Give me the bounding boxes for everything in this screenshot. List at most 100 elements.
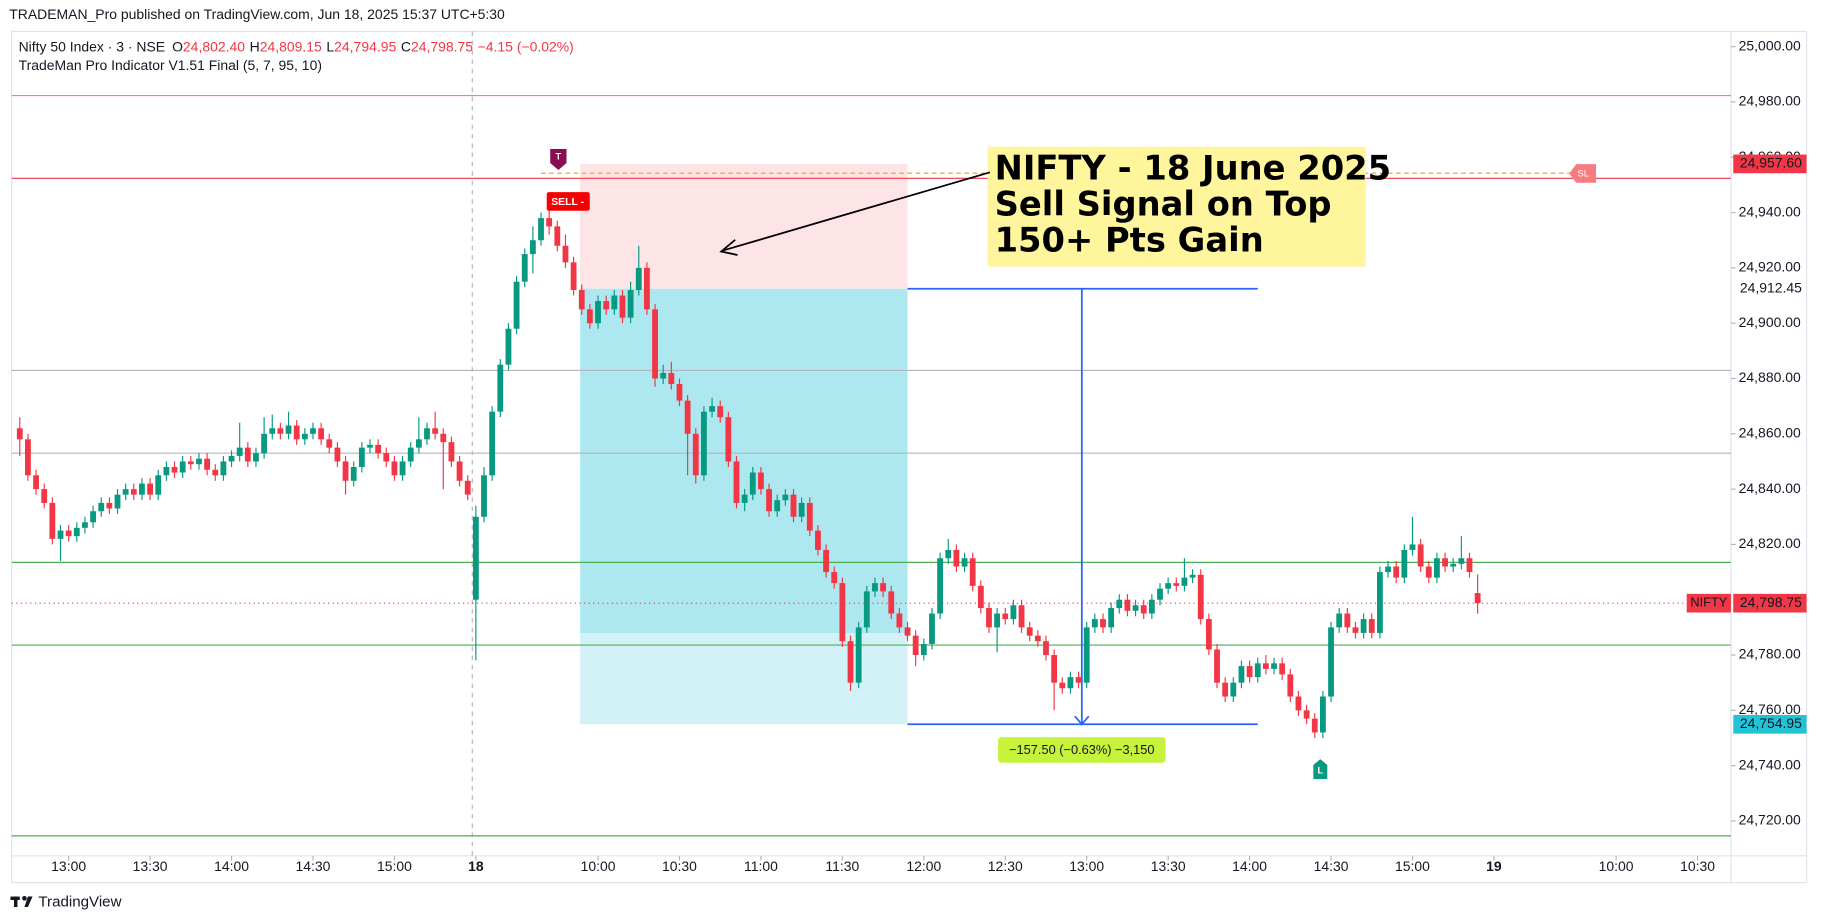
price-label-box [1733,714,1807,734]
annotation-line: 150+ Pts Gain [995,221,1264,260]
candle-body [1002,613,1009,620]
candle-body [595,301,601,324]
candle-body [790,494,797,517]
candle-body [652,309,658,379]
candle-body [1067,677,1074,689]
candle-body [562,245,569,263]
y-tick-label: 24,820.00 [1739,535,1801,551]
candle-body [758,472,764,490]
legend-key: L [326,38,334,54]
candle-body [920,643,927,656]
candle-body [986,608,992,628]
candle-body [472,516,479,600]
logo-part [22,895,27,901]
candle-body [929,613,935,644]
candle-body [1018,605,1025,628]
candle-body [489,411,496,476]
price-label: 24,754.95 [1740,715,1802,731]
candle-body [855,627,862,683]
candle-body [261,433,268,454]
candle-body [1295,696,1302,711]
x-tick-label: 14:00 [1232,858,1267,874]
candle-body [391,461,398,476]
x-tick-label: 15:00 [377,858,412,874]
sl-signal [1569,164,1596,183]
candle-body [318,428,325,440]
x-tick-label: 15:00 [1395,858,1430,874]
candle-body [448,442,455,462]
candle-body [1205,619,1212,650]
candle-body [481,475,487,517]
candle-body [806,502,813,531]
candle-body [880,583,887,592]
candle-body [1026,627,1033,636]
logo-part [24,896,33,908]
candle-body [1377,572,1383,633]
candle-body [358,447,365,467]
candle-body [635,267,642,291]
legend-value: 24,802.40 [183,38,245,54]
x-tick-label: 10:00 [1599,858,1634,874]
candle-body [1385,566,1391,573]
y-tick-label: 24,900.00 [1739,314,1801,330]
candle-body [701,411,707,476]
candle-body [375,444,382,454]
candle-body [1271,663,1277,669]
candle-body [65,530,72,537]
frame [11,30,1808,884]
candle-body [220,461,227,476]
candle-layer: −157.50 (−0.63%) −3,150 [11,195,1731,763]
candle-body [586,309,593,324]
candle-body [1442,558,1448,567]
candle-body [464,480,471,495]
price-label: 24,957.60 [1740,155,1802,171]
candle-body [440,433,447,443]
annotation-line: Sell Signal on Top [995,185,1332,224]
candle-body [106,502,113,509]
candle-body [1140,605,1147,614]
candle-body [1157,588,1163,600]
y-tick-label: 24,720.00 [1739,812,1801,828]
y-tick-label: 24,940.00 [1739,203,1801,219]
price-label-box [1733,154,1807,174]
candle-body [187,461,194,465]
candle-body [415,439,422,448]
candle-body [546,218,553,227]
candle-body [16,428,23,440]
candle-body [863,591,870,628]
measure-arrow [1074,715,1090,726]
candle-body [122,489,129,495]
y-tick-label: 24,740.00 [1739,756,1801,772]
legend-symbol: Nifty 50 Index · 3 · NSE [19,38,165,54]
candle-body [717,406,724,418]
candle-body [1059,682,1066,689]
candle-body [847,641,854,683]
candle-body [529,240,536,255]
candle-body [627,290,634,318]
annotation-line: NIFTY - 18 June 2025 [995,148,1392,187]
candle-body [643,267,650,310]
candle-body [782,494,789,501]
candle-body [244,447,251,462]
candle-body [668,372,675,385]
x-tick-label: 13:00 [51,858,86,874]
candle-body [1222,682,1229,697]
legend-key: H [250,38,260,54]
candle-body [945,549,952,559]
x-tick-label: 13:30 [133,858,168,874]
x-tick-label: 12:00 [906,858,941,874]
measure-label: −157.50 (−0.63%) −3,150 [1009,742,1154,757]
x-tick-label: 10:30 [1680,858,1715,874]
candle-body [57,530,64,539]
candle-body [815,530,821,550]
candle-body [1319,696,1326,733]
candle-body [236,447,243,456]
candle-body [513,281,520,329]
legend-value: 24,794.95 [334,38,396,54]
candle-body [741,494,748,503]
candle-body [977,585,984,609]
candle-body [961,558,968,567]
candle-body [33,475,39,490]
candle-body [310,428,316,434]
y-tick-label: 24,980.00 [1739,93,1801,109]
